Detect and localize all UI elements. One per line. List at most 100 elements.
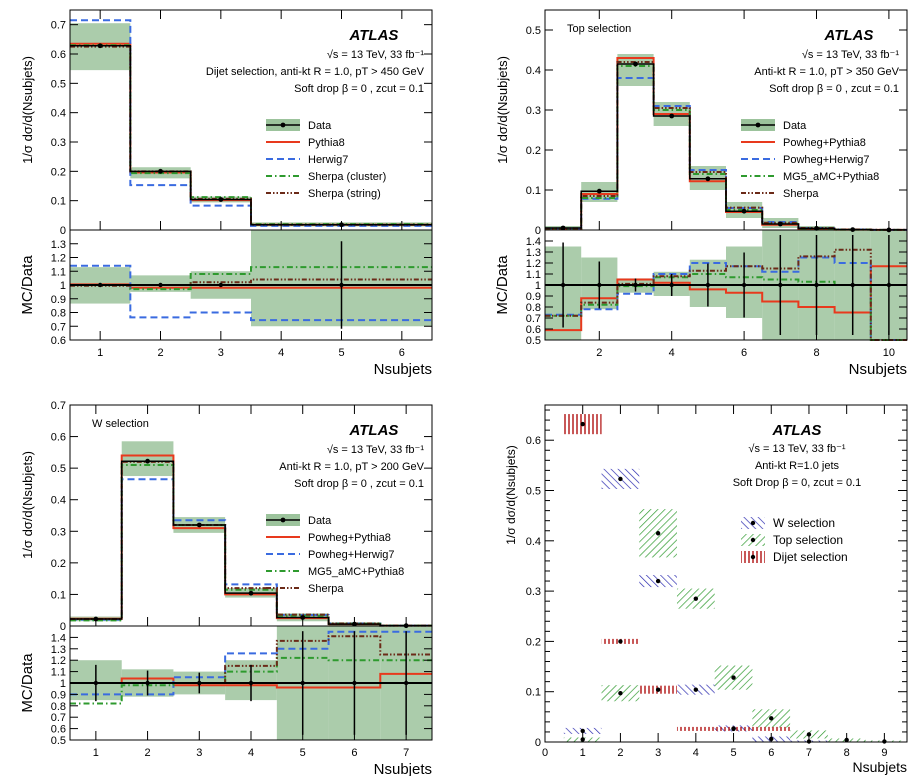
info-line: Soft Drop β = 0, zcut = 0.1 xyxy=(733,477,862,489)
uncertainty-band xyxy=(121,441,174,477)
y-tick-label: 0.7 xyxy=(51,20,66,32)
legend-data-marker xyxy=(755,122,761,128)
info-line: √s = 13 TeV, 33 fb⁻¹ xyxy=(748,443,845,455)
y-axis-label: 1/σ dσ/d(Nsubjets) xyxy=(20,451,35,559)
ratio-data-point xyxy=(597,282,602,288)
y-axis-label: 1/σ dσ/d(Nsubjets) xyxy=(20,56,35,164)
x-axis-label: Nsubjets xyxy=(374,361,432,378)
y-tick-label: 0.2 xyxy=(51,558,66,570)
ratio-data-point xyxy=(352,680,357,686)
data-point xyxy=(596,188,602,194)
y-axis-label: 1/σ dσ/d(Nsubjets) xyxy=(504,445,518,545)
marker-dijet_sel xyxy=(731,726,736,732)
ratio-data-point xyxy=(778,282,783,288)
data-line xyxy=(545,63,907,231)
data-point xyxy=(741,208,747,214)
y-tick-label: 0.2 xyxy=(526,145,541,157)
ratio-y-tick-label: 1 xyxy=(535,280,541,292)
legend-label: Powheg+Herwig7 xyxy=(308,549,395,561)
marker-dijet_sel xyxy=(655,687,661,692)
ratio-y-tick-label: 1.3 xyxy=(51,644,66,656)
ratio-y-tick-label: 1.1 xyxy=(51,667,66,679)
atlas-label: ATLAS xyxy=(824,27,874,44)
panel-2: 00.10.20.30.40.50.50.60.70.80.911.11.21.… xyxy=(494,9,908,378)
legend-label: Powheg+Herwig7 xyxy=(783,154,870,166)
ratio-line-sherpa_cluster xyxy=(70,266,432,291)
x-tick-label: 2 xyxy=(596,347,602,359)
marker-dijet_sel xyxy=(618,639,623,644)
x-tick-label: 6 xyxy=(351,747,357,759)
x-tick-label: 7 xyxy=(403,747,409,759)
x-tick-label: 6 xyxy=(741,347,747,359)
marker-w_sel xyxy=(580,728,585,734)
ratio-y-tick-label: 1.4 xyxy=(51,632,66,644)
marker-top_sel xyxy=(618,691,623,696)
x-tick-label: 8 xyxy=(844,747,850,759)
legend-label: Sherpa xyxy=(308,583,344,595)
data-point xyxy=(669,113,675,119)
x-tick-label: 1 xyxy=(580,747,586,759)
y-tick-label: 0.3 xyxy=(526,105,541,117)
selection-label: Top selection xyxy=(567,23,631,35)
ratio-y-tick-label: 1 xyxy=(60,678,66,690)
ratio-y-tick-label: 0.7 xyxy=(51,321,66,333)
legend-label: Sherpa xyxy=(783,188,819,200)
ratio-data-point xyxy=(158,282,163,288)
x-axis-label: Nsubjets xyxy=(853,759,907,775)
y-tick-label: 0.6 xyxy=(51,432,66,444)
atlas-label: ATLAS xyxy=(772,422,822,439)
ratio-y-tick-label: 0.9 xyxy=(526,291,541,303)
ratio-y-tick-label: 1.1 xyxy=(526,269,541,281)
legend-label: Herwig7 xyxy=(308,154,348,166)
selection-label: W selection xyxy=(92,418,149,430)
data-point xyxy=(218,197,224,202)
data-point xyxy=(145,458,150,464)
legend-label: W selection xyxy=(773,516,835,530)
ratio-y-tick-label: 1.3 xyxy=(526,247,541,259)
info-line: Anti-kt R = 1.0, pT > 350 GeV xyxy=(754,66,899,78)
y-tick-label: 0.5 xyxy=(51,78,66,90)
ratio-data-point xyxy=(560,282,566,288)
data-point xyxy=(777,221,783,227)
ratio-data-point xyxy=(197,680,202,686)
mc-line-mg5 xyxy=(70,463,432,627)
x-axis-label: Nsubjets xyxy=(374,761,432,776)
legend-label: Data xyxy=(308,515,332,527)
x-tick-label: 4 xyxy=(693,747,699,759)
x-tick-label: 5 xyxy=(338,347,344,359)
y-tick-label: 0 xyxy=(60,225,66,237)
ratio-y-tick-label: 0.5 xyxy=(526,335,541,347)
legend-label: Data xyxy=(783,120,807,132)
x-tick-label: 2 xyxy=(157,347,163,359)
data-line xyxy=(70,45,432,226)
info-line: Soft drop β = 0 , zcut = 0.1 xyxy=(294,83,424,95)
ratio-data-point xyxy=(403,680,409,686)
ratio-y-tick-label: 0.9 xyxy=(51,689,66,701)
y-tick-label: 0.4 xyxy=(51,495,66,507)
x-tick-label: 5 xyxy=(730,747,736,759)
ratio-data-point xyxy=(145,680,150,686)
data-point xyxy=(633,61,638,67)
y-tick-label: 0 xyxy=(60,621,66,633)
atlas-label: ATLAS xyxy=(349,422,399,439)
y-tick-label: 0.3 xyxy=(51,137,66,149)
y-tick-label: 0.1 xyxy=(51,196,66,208)
y-tick-label: 0.6 xyxy=(51,49,66,61)
x-tick-label: 4 xyxy=(669,347,675,359)
x-tick-label: 4 xyxy=(278,347,284,359)
ratio-y-tick-label: 0.7 xyxy=(51,712,66,724)
ratio-y-tick-label: 1 xyxy=(60,280,66,292)
ratio-y-axis-label: MC/Data xyxy=(19,255,36,315)
legend-data-marker xyxy=(280,517,286,523)
legend-label: Powheg+Pythia8 xyxy=(783,137,866,149)
y-tick-label: 0.4 xyxy=(51,108,66,120)
marker-w_sel xyxy=(693,687,699,692)
y-tick-label: 0.3 xyxy=(526,586,541,598)
y-tick-label: 0 xyxy=(535,225,541,237)
x-tick-label: 1 xyxy=(97,347,103,359)
y-tick-label: 0.3 xyxy=(51,526,66,538)
ratio-y-tick-label: 1.3 xyxy=(51,239,66,251)
x-tick-label: 1 xyxy=(93,747,99,759)
atlas-label: ATLAS xyxy=(349,27,399,44)
